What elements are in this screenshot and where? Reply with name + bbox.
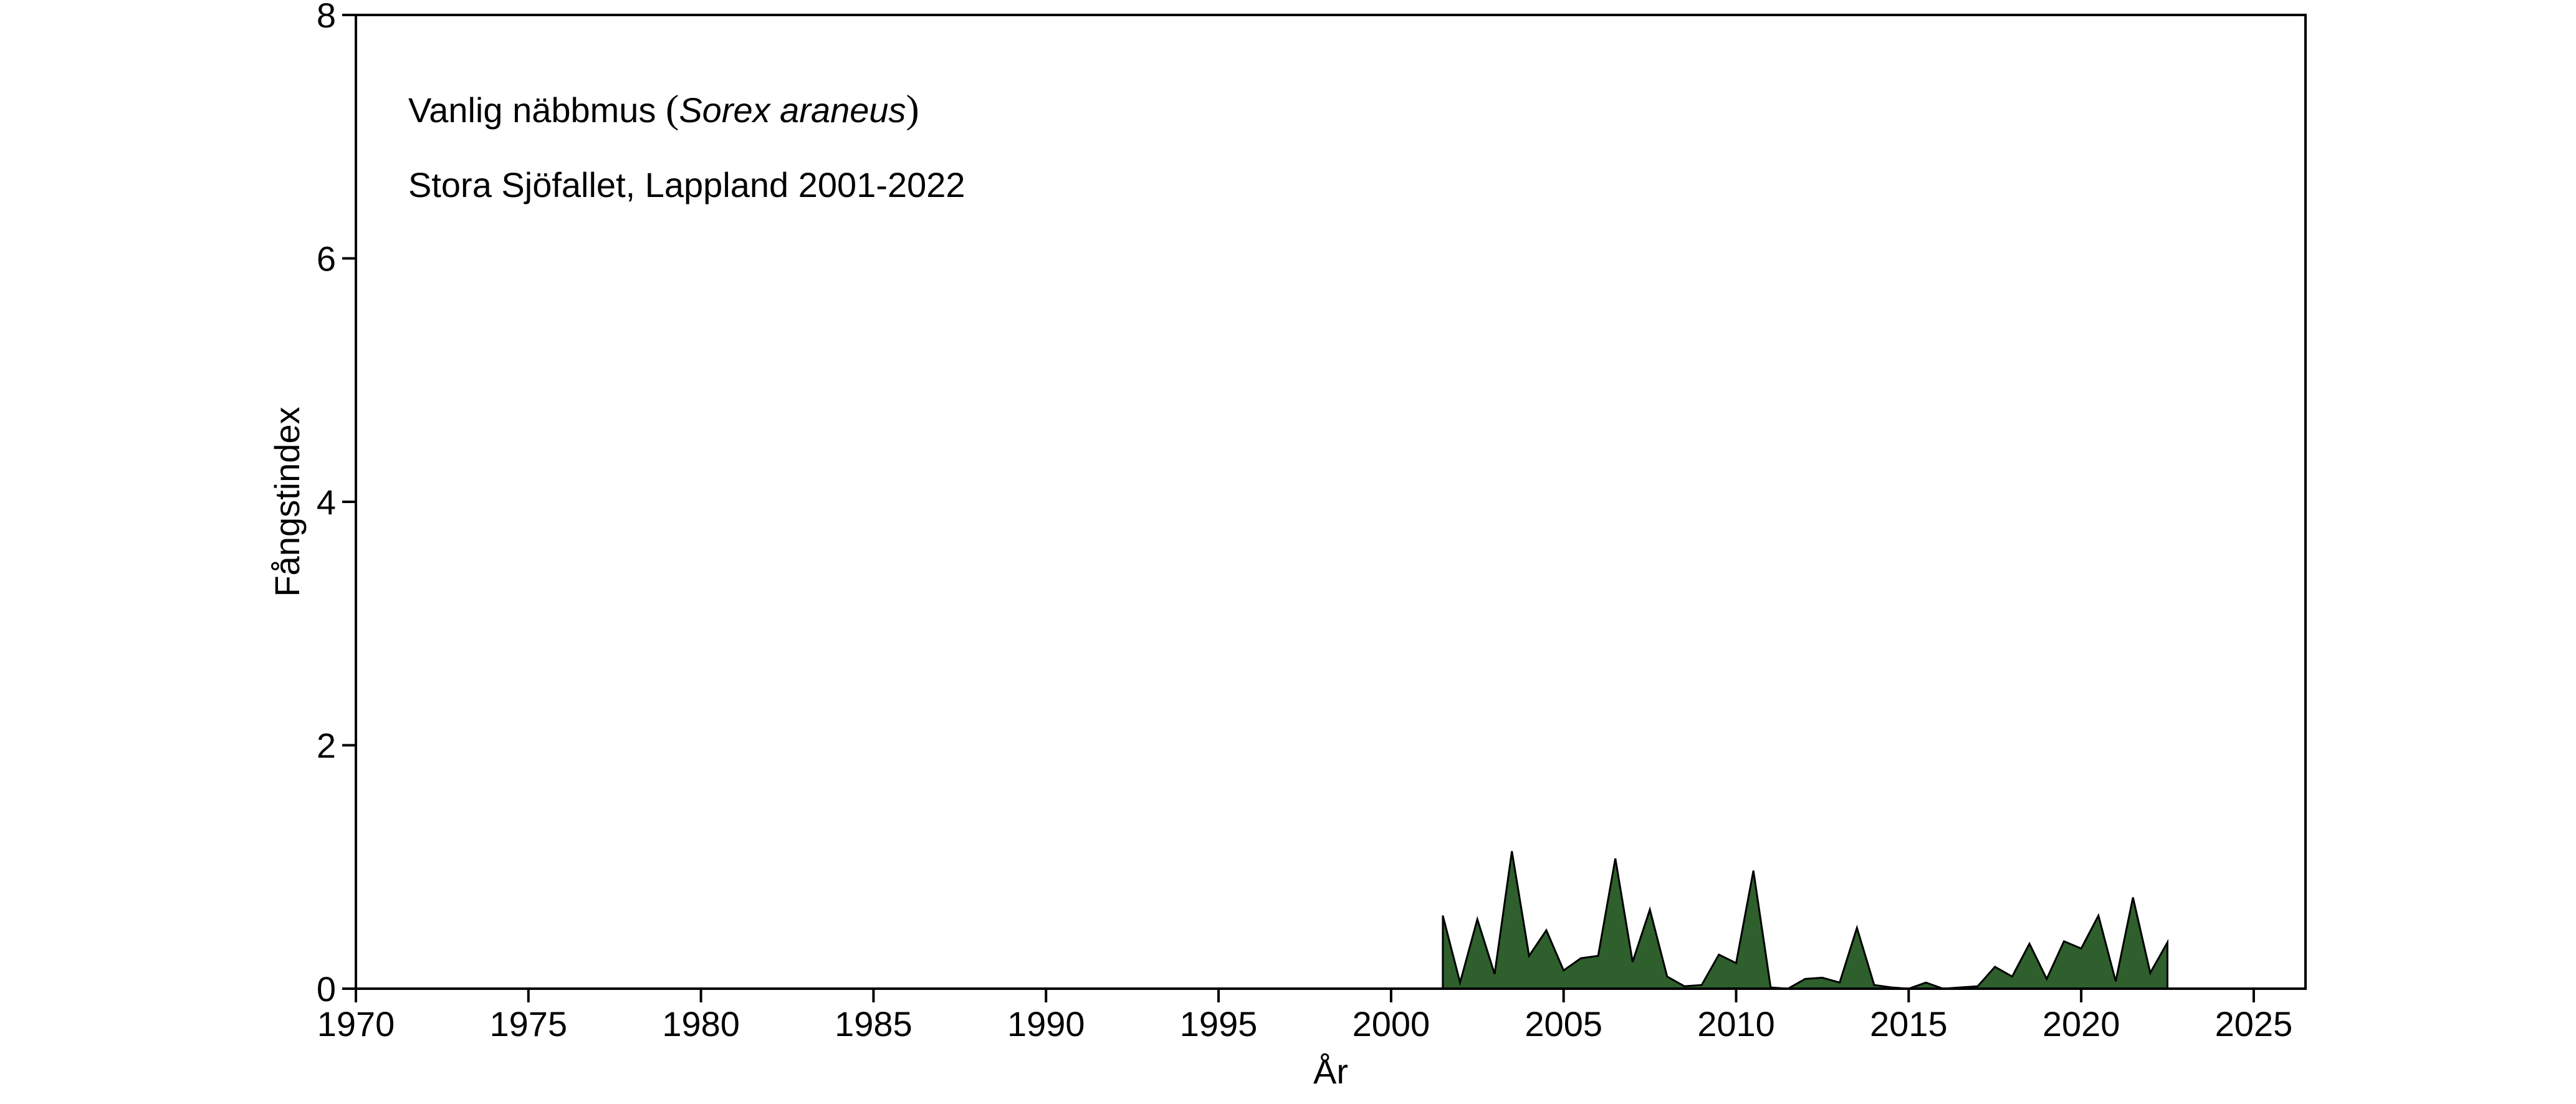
- annotation-open-paren: (: [666, 87, 679, 131]
- annotation-species-common: Vanlig näbbmus: [408, 90, 656, 130]
- x-tick-label: 1985: [835, 1004, 912, 1044]
- plot-frame: [355, 14, 2307, 990]
- y-axis-label: Fångstindex: [267, 406, 307, 597]
- x-tick-label: 1995: [1180, 1004, 1258, 1044]
- y-tick-label: 2: [317, 726, 336, 766]
- x-tick-label: 2010: [1697, 1004, 1775, 1044]
- x-tick-label: 2005: [1525, 1004, 1602, 1044]
- x-axis: 1970 1975 1980 1985 1990 1995 2000 2005 2010 2015…: [317, 989, 2293, 1044]
- x-tick-label: 2020: [2042, 1004, 2120, 1044]
- data-area-layer: [1442, 851, 2168, 990]
- annotation-close-paren: ): [906, 87, 919, 131]
- y-axis: 0 2 4 6 8: [317, 0, 356, 1009]
- x-tick-label: 2000: [1353, 1004, 1430, 1044]
- x-tick-label: 1975: [490, 1004, 568, 1044]
- annotation-species: Vanlig näbbmus (Sorex araneus): [408, 87, 919, 131]
- series-area-0: [1442, 851, 2168, 990]
- x-tick-label: 2025: [2215, 1004, 2293, 1044]
- y-tick-label: 8: [317, 0, 336, 35]
- x-tick-label: 1970: [317, 1004, 395, 1044]
- y-tick-label: 0: [317, 969, 336, 1009]
- x-tick-label: 1980: [662, 1004, 740, 1044]
- y-tick-label: 4: [317, 482, 336, 522]
- x-axis-label: År: [1313, 1052, 1348, 1091]
- y-tick-label: 6: [317, 239, 336, 279]
- x-tick-label: 1990: [1007, 1004, 1085, 1044]
- x-tick-label: 2015: [1870, 1004, 1948, 1044]
- annotation-location: Stora Sjöfallet, Lappland 2001-2022: [408, 165, 965, 204]
- annotation-species-latin: Sorex araneus: [679, 90, 906, 130]
